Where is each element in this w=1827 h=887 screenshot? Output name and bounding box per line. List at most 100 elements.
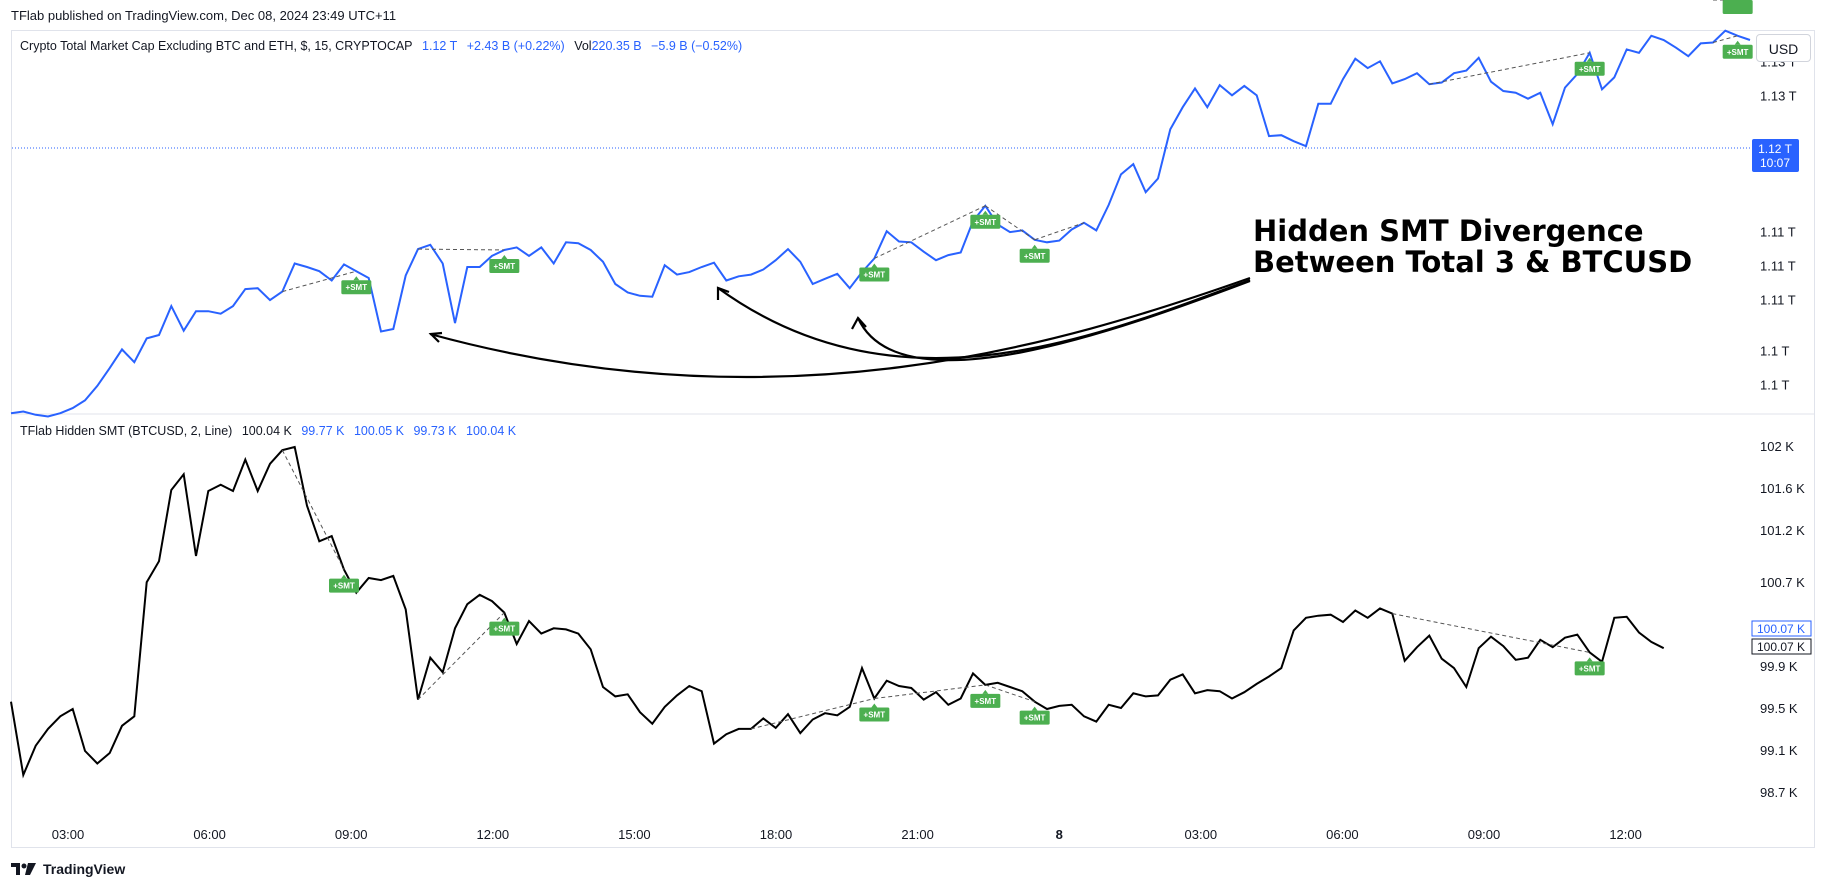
y-tick-bottom: 99.9 K	[1760, 659, 1798, 674]
smt-badge-label: +SMT	[1024, 714, 1046, 723]
smt-badge-top[interactable]: +SMT	[341, 276, 372, 295]
smt-badge-label: +SMT	[1727, 48, 1749, 57]
smt-connector-bottom	[874, 684, 986, 700]
smt-connector-bottom	[1392, 613, 1590, 653]
smt-badge-label: +SMT	[333, 582, 355, 591]
smt-badge-label: +SMT	[1579, 664, 1601, 673]
smt-badge-bottom[interactable]: +SMT	[489, 617, 520, 636]
top-legend: Crypto Total Market Cap Excluding BTC an…	[20, 39, 748, 53]
smt-connector-top	[1034, 222, 1085, 241]
smt-badge-label: +SMT	[975, 697, 997, 706]
y-tick-bottom: 101.6 K	[1760, 481, 1805, 496]
smt-badge-label: +SMT	[346, 283, 368, 292]
published-header: TFlab published on TradingView.com, Dec …	[11, 8, 397, 23]
annotation-arrow-1	[429, 276, 1251, 379]
smt-badge-top[interactable]: +SMT	[1722, 40, 1753, 59]
smt-badge-bottom[interactable]: +SMT	[1019, 706, 1050, 725]
x-tick: 03:00	[52, 827, 85, 842]
smt-badge-label: +SMT	[1024, 252, 1046, 261]
smt-connector-bottom	[281, 449, 345, 570]
x-tick: 09:00	[335, 827, 368, 842]
tradingview-logo[interactable]: TradingView	[11, 861, 125, 877]
smt-connector-top	[985, 205, 1035, 241]
tradingview-brand: TradingView	[43, 861, 126, 877]
y-tick-bottom: 100.7 K	[1760, 575, 1805, 590]
top-symbol[interactable]: Crypto Total Market Cap Excluding BTC an…	[20, 39, 413, 53]
smt-badge-label: +SMT	[494, 625, 516, 634]
vol-label: Vol	[574, 39, 592, 53]
currency-button[interactable]: USD	[1756, 34, 1811, 62]
annotation-arrow-3	[857, 279, 1251, 362]
y-tick-bottom: 99.5 K	[1760, 701, 1798, 716]
top-price: 1.12 T	[422, 39, 458, 53]
annotation-arrowhead-3	[851, 316, 867, 330]
smt-connector-top	[1712, 35, 1738, 44]
y-tick-top: 1.1 T	[1760, 343, 1789, 358]
bottom-price-tags: 100.07 K 100.07 K	[1751, 620, 1812, 655]
smt-badge-top[interactable]: +SMT	[489, 254, 520, 273]
annotation-arrowhead-1	[428, 331, 443, 343]
smt-connector-bottom	[985, 684, 1035, 703]
current-price-tag: 1.12 T 10:07	[1752, 139, 1799, 172]
vol-change: −5.9 B (−0.52%)	[651, 39, 743, 53]
indicator-value-3: 99.73 K	[413, 424, 457, 438]
smt-connector-top	[417, 248, 505, 251]
annotation-arrowhead-2	[716, 286, 730, 300]
bottom-legend: TFlab Hidden SMT (BTCUSD, 2, Line) 100.0…	[20, 424, 522, 438]
x-tick: 15:00	[618, 827, 651, 842]
smt-badge-bottom[interactable]: +SMT	[970, 689, 1001, 708]
tradingview-logo-icon	[11, 863, 36, 875]
smt-badge-label: +SMT	[975, 218, 997, 227]
y-tick-bottom: 102 K	[1760, 439, 1794, 454]
x-tick: 06:00	[193, 827, 226, 842]
smt-badge-label: +SMT	[864, 711, 886, 720]
x-tick: 12:00	[477, 827, 510, 842]
smt-badge-top[interactable]: +SMT	[970, 210, 1001, 229]
smt-connector-top	[282, 270, 357, 293]
total3-price-line	[10, 29, 1751, 418]
smt-badge-label: +SMT	[1727, 0, 1749, 2]
annotation-arrow-2	[717, 278, 1251, 360]
chart-frame	[11, 30, 1815, 848]
x-tick: 8	[1056, 827, 1063, 842]
price-label-blue: 100.07 K	[1757, 622, 1805, 636]
indicator-value-0: 100.04 K	[241, 424, 292, 438]
annotation-line-1: Hidden SMT Divergence	[1253, 214, 1644, 248]
y-tick-bottom: 98.7 K	[1760, 785, 1798, 800]
y-tick-top: 1.1 T	[1760, 377, 1789, 392]
smt-badge-bottom[interactable]: +SMT	[1574, 657, 1605, 676]
indicator-value-1: 99.77 K	[301, 424, 345, 438]
y-tick-bottom: 99.1 K	[1760, 743, 1798, 758]
y-tick-bottom: 101.2 K	[1760, 523, 1805, 538]
smt-badge-top[interactable]: +SMT	[859, 263, 890, 282]
price-label-black: 100.07 K	[1757, 640, 1805, 654]
smt-badge-label: +SMT	[864, 270, 886, 279]
current-price-label: 1.12 T	[1758, 142, 1792, 156]
x-tick: 21:00	[901, 827, 934, 842]
smt-badge-bottom[interactable]: +SMT	[1722, 0, 1753, 14]
indicator-name[interactable]: TFlab Hidden SMT (BTCUSD, 2, Line)	[20, 424, 233, 438]
y-tick-top: 1.13 T	[1760, 88, 1797, 103]
smt-badge-bottom[interactable]: +SMT	[329, 574, 359, 593]
y-tick-top: 1.11 T	[1760, 258, 1796, 273]
top-change: +2.43 B (+0.22%)	[466, 39, 565, 53]
smt-badge-bottom[interactable]: +SMT	[859, 703, 890, 722]
x-tick: 06:00	[1326, 827, 1359, 842]
smt-badge-top[interactable]: +SMT	[1574, 57, 1605, 76]
btcusd-smt-line	[10, 445, 1665, 779]
countdown-label: 10:07	[1760, 156, 1790, 170]
annotation-line-2: Between Total 3 & BTCUSD	[1253, 245, 1692, 279]
x-tick: 12:00	[1609, 827, 1642, 842]
smt-connector-top	[1429, 52, 1590, 85]
x-tick: 03:00	[1185, 827, 1218, 842]
indicator-value-2: 100.05 K	[353, 424, 404, 438]
y-tick-top: 1.11 T	[1760, 292, 1796, 307]
y-tick-top: 1.11 T	[1760, 224, 1796, 239]
smt-badge-top[interactable]: +SMT	[1019, 244, 1050, 263]
x-tick: 18:00	[760, 827, 793, 842]
smt-connector-bottom	[750, 698, 875, 730]
indicator-value-4: 100.04 K	[466, 424, 517, 438]
vol-value: 220.35 B	[591, 39, 642, 53]
smt-badge-label: +SMT	[1579, 65, 1601, 74]
